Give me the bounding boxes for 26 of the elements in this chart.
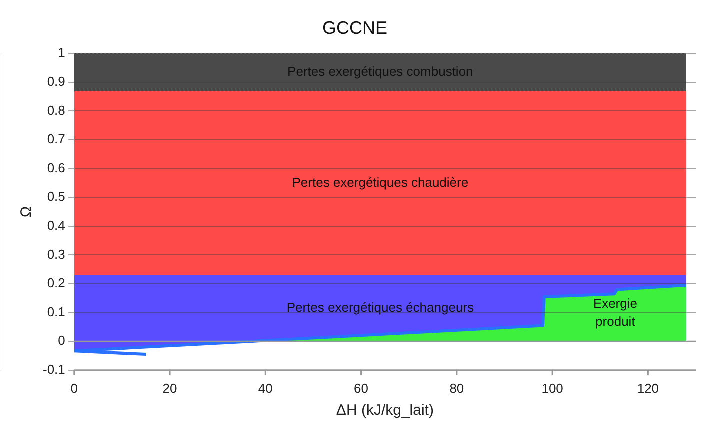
series-label: Pertes exergétiques chaudière [292, 174, 469, 190]
y-tick-label: 0.3 [47, 246, 66, 262]
y-axis-title: Ω [18, 206, 36, 218]
y-tick-label: 0.1 [47, 304, 66, 320]
series-label: Pertes exergétiques échangeurs [286, 300, 474, 316]
y-tick-label: 0.5 [47, 189, 66, 204]
y-tick-label: 0.8 [47, 102, 66, 118]
x-tick-label: 40 [258, 380, 273, 396]
x-tick-label: 120 [637, 380, 660, 396]
y-tick-label: 0.2 [47, 276, 66, 291]
y-tick-label: 0.7 [47, 132, 66, 147]
chart-title: GCCNE [322, 18, 388, 38]
x-tick-label: 0 [70, 380, 78, 396]
x-tick-label: 60 [354, 380, 369, 396]
x-tick-label: 100 [542, 380, 564, 396]
y-tick-label: 0 [58, 333, 66, 348]
series-label: Pertes exergétiques combustion [288, 64, 474, 79]
x-tick-label: 80 [450, 380, 464, 396]
series-label: Exergie produit [593, 296, 638, 330]
y-tick-label: 0.4 [47, 218, 66, 233]
y-tick-label: 1 [58, 45, 66, 60]
y-tick-label: 0.6 [47, 160, 66, 176]
x-axis-title: ΔH (kJ/kg_lait) [336, 402, 434, 420]
y-tick-label: 0.9 [47, 74, 66, 89]
x-tick-label: 20 [162, 380, 178, 396]
y-tick-label: -0.1 [42, 362, 66, 377]
